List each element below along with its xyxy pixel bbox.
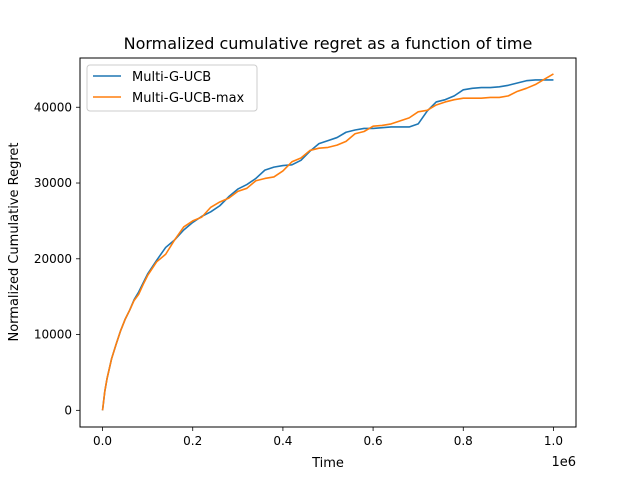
x-tick-label: 0.2 (183, 434, 202, 448)
x-tick-label: 0.6 (364, 434, 383, 448)
plot-frame (79, 57, 577, 428)
series-line-multi-g-ucb (101, 79, 554, 411)
y-tick-label: 0 (64, 403, 72, 417)
x-tick-label: 0.8 (454, 434, 473, 448)
chart-title: Normalized cumulative regret as a functi… (124, 34, 533, 53)
plot-lines (101, 73, 554, 411)
y-tick-label: 30000 (34, 176, 72, 190)
x-tick-label: 0.0 (93, 434, 112, 448)
x-tick-label: 1.0 (544, 434, 563, 448)
legend-label-multi-g-ucb-max: Multi-G-UCB-max (132, 91, 245, 106)
legend: Multi-G-UCB Multi-G-UCB-max (86, 64, 258, 112)
y-tick-label: 20000 (34, 252, 72, 266)
x-axis-label: Time (311, 456, 344, 471)
y-axis: 0 10000 20000 30000 40000 (34, 100, 80, 417)
y-axis-label: Normalized Cumulative Regret (7, 142, 22, 341)
y-tick-label: 10000 (34, 328, 72, 342)
legend-box (86, 64, 258, 112)
x-axis-offset-label: 1e6 (551, 455, 576, 470)
series-line-multi-g-ucb-max (101, 73, 554, 411)
y-tick-label: 40000 (34, 100, 72, 114)
x-tick-label: 0.4 (273, 434, 292, 448)
legend-label-multi-g-ucb: Multi-G-UCB (132, 70, 211, 85)
x-axis: 0.0 0.2 0.4 0.6 0.8 1.0 (93, 427, 563, 448)
